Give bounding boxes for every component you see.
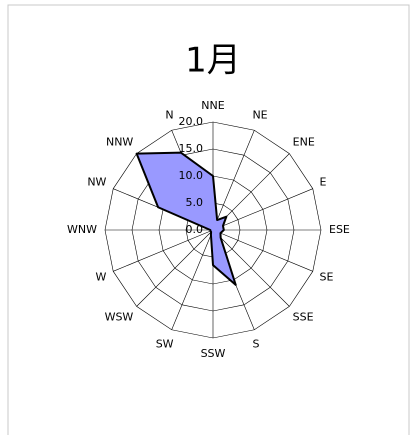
r-tick-label: 15.0 bbox=[179, 142, 204, 155]
category-label: ESE bbox=[329, 223, 350, 236]
spoke bbox=[212, 188, 313, 231]
category-label: NE bbox=[252, 108, 267, 121]
spoke bbox=[113, 229, 214, 272]
category-label: WNW bbox=[67, 223, 97, 236]
category-label: E bbox=[320, 176, 327, 189]
category-label: ENE bbox=[293, 135, 315, 148]
category-label: WSW bbox=[105, 311, 134, 324]
chart-title: 1月 bbox=[185, 41, 241, 81]
spoke bbox=[212, 229, 313, 272]
r-tick-label: 20.0 bbox=[179, 115, 204, 128]
spoke bbox=[212, 229, 290, 307]
category-label: S bbox=[252, 338, 259, 351]
category-label: SSW bbox=[201, 347, 226, 360]
r-tick-label: 0.0 bbox=[186, 223, 204, 236]
data-area bbox=[135, 151, 237, 286]
category-label: N bbox=[165, 108, 173, 121]
category-label: SE bbox=[320, 270, 334, 283]
category-label: NNE bbox=[201, 99, 224, 112]
r-tick-label: 5.0 bbox=[186, 196, 204, 209]
category-label: NW bbox=[87, 176, 106, 189]
category-label: SSE bbox=[293, 311, 314, 324]
spoke bbox=[212, 130, 255, 231]
category-label: W bbox=[96, 270, 107, 283]
spoke bbox=[171, 229, 214, 330]
r-tick-label: 10.0 bbox=[179, 169, 204, 182]
category-label: SW bbox=[156, 338, 174, 351]
category-label: NNW bbox=[106, 135, 133, 148]
spoke bbox=[136, 229, 214, 307]
